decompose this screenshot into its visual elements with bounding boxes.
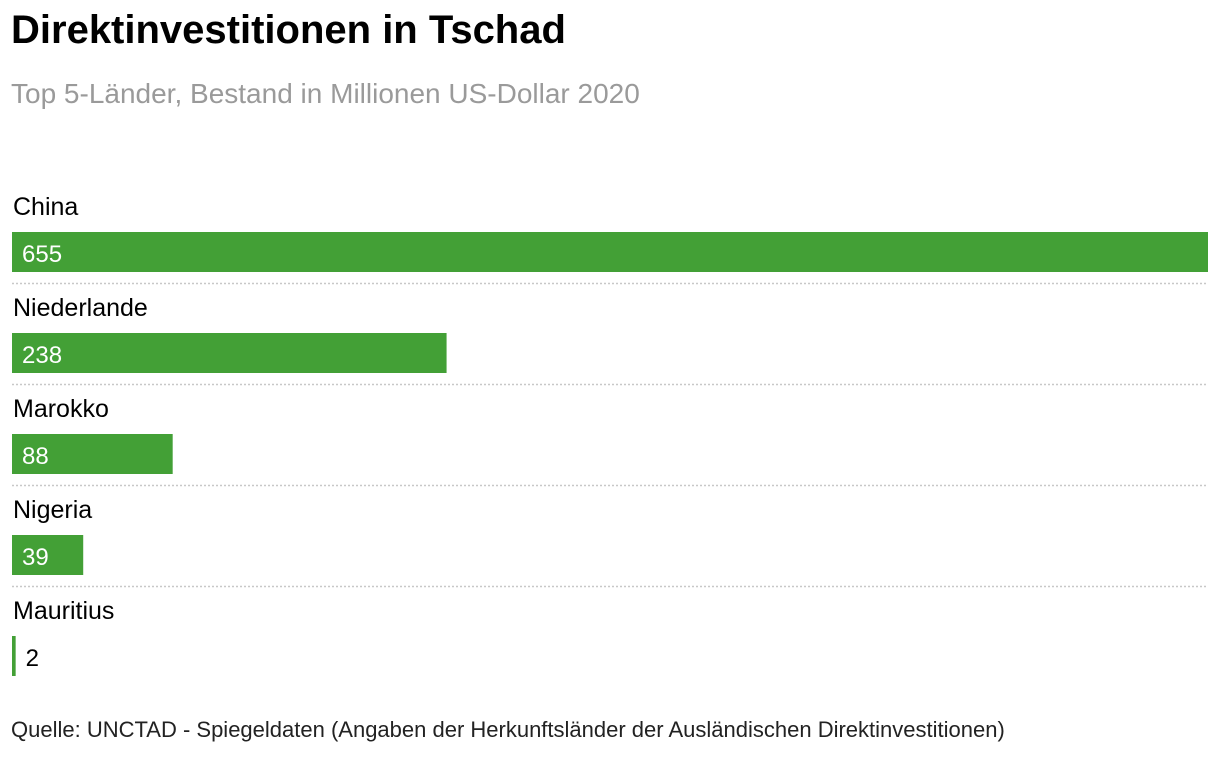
bar [12,636,16,676]
value-label: 238 [22,342,62,369]
bar [12,535,84,575]
bar [12,232,1208,272]
value-label: 2 [26,645,39,672]
value-label: 39 [22,544,49,571]
chart-subtitle: Top 5-Länder, Bestand in Millionen US-Do… [11,78,640,109]
category-label: Mauritius [13,597,114,625]
source-note: Quelle: UNCTAD - Spiegeldaten (Angaben d… [11,717,1005,742]
category-label: Nigeria [13,496,92,524]
bar [12,434,173,474]
chart-title: Direktinvestitionen in Tschad [11,8,566,52]
bar-chart: China 655 Niederlande 238 Marokko 88 Nigeria 39… [12,193,1208,676]
category-label: Niederlande [13,294,148,322]
bar [12,333,447,373]
category-label: Marokko [13,395,109,423]
category-label: China [13,193,78,221]
value-label: 655 [22,241,62,268]
value-label: 88 [22,443,49,470]
